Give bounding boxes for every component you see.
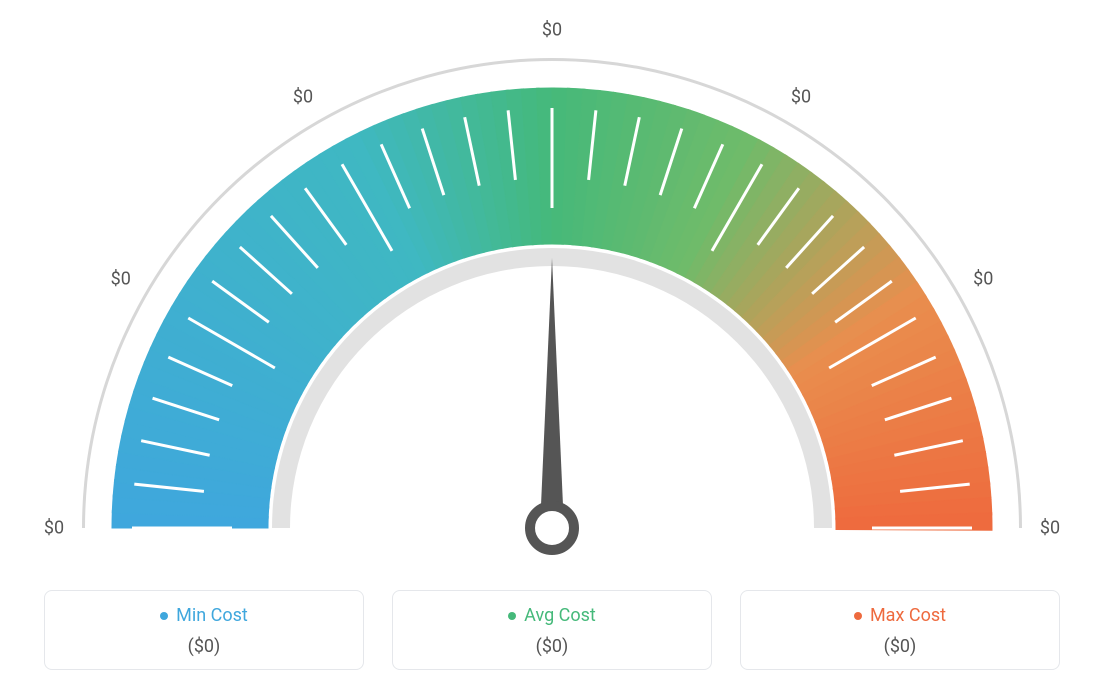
legend-label-min: Min Cost — [176, 605, 248, 626]
legend-dot-min — [160, 612, 168, 620]
legend-card-avg: Avg Cost ($0) — [392, 590, 712, 671]
legend-card-min: Min Cost ($0) — [44, 590, 364, 671]
gauge-tick-label: $0 — [791, 86, 811, 107]
gauge-svg — [0, 0, 1104, 560]
legend-value-max: ($0) — [751, 636, 1049, 657]
gauge-tick-label: $0 — [293, 86, 313, 107]
legend-dot-max — [854, 612, 862, 620]
legend-card-max: Max Cost ($0) — [740, 590, 1060, 671]
gauge-tick-label: $0 — [44, 518, 64, 539]
gauge-tick-label: $0 — [973, 269, 993, 290]
gauge-chart: $0 $0 $0 $0 $0 $0 $0 — [0, 0, 1104, 560]
legend-row: Min Cost ($0) Avg Cost ($0) Max Cost ($0… — [0, 590, 1104, 671]
legend-label-max: Max Cost — [870, 605, 946, 626]
legend-dot-avg — [508, 612, 516, 620]
legend-value-min: ($0) — [55, 636, 353, 657]
legend-title-min: Min Cost — [160, 605, 248, 626]
legend-value-avg: ($0) — [403, 636, 701, 657]
gauge-tick-label: $0 — [111, 269, 131, 290]
gauge-tick-label: $0 — [1040, 518, 1060, 539]
legend-title-avg: Avg Cost — [508, 605, 596, 626]
legend-title-max: Max Cost — [854, 605, 946, 626]
gauge-tick-label: $0 — [542, 20, 562, 41]
cost-gauge-container: $0 $0 $0 $0 $0 $0 $0 Min Cost ($0) Avg Cost ($… — [0, 0, 1104, 690]
legend-label-avg: Avg Cost — [524, 605, 596, 626]
